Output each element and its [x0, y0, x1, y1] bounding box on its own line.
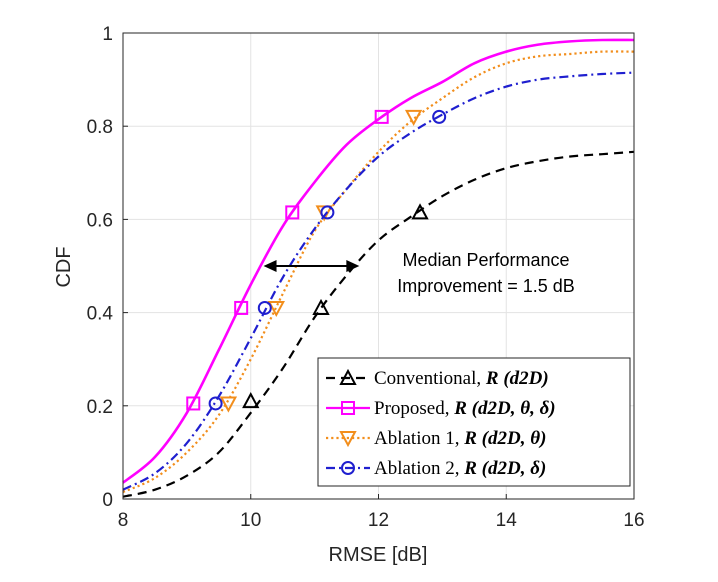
legend-item: Ablation 2, R (d2D, δ): [326, 458, 546, 479]
x-tick-label: 16: [623, 510, 644, 531]
legend-label: Ablation 2, R (d2D, δ): [374, 458, 546, 479]
legend-label-text: Conventional,: [374, 368, 486, 389]
x-tick-label: 10: [240, 510, 261, 531]
x-tick-label: 8: [118, 510, 129, 531]
marker-square: [285, 205, 300, 220]
marker-square: [374, 109, 389, 124]
legend-label-math: R (d2D, θ, δ): [453, 398, 555, 419]
marker-square: [341, 401, 355, 415]
legend-item: Conventional, R (d2D): [326, 368, 549, 389]
x-axis-label: RMSE [dB]: [329, 544, 428, 566]
legend-item: Proposed, R (d2D, θ, δ): [326, 398, 556, 419]
marker-circle: [257, 300, 272, 315]
annotation: Median Performance Improvement = 1.5 dB: [263, 250, 575, 296]
marker-triangle: [242, 392, 260, 409]
marker-inverted-triangle: [339, 431, 357, 448]
y-tick-label: 0: [102, 490, 113, 511]
legend-item: Ablation 1, R (d2D, θ): [326, 428, 546, 449]
legend-box: [317, 357, 631, 487]
marker-circle: [432, 109, 447, 124]
marker-triangle: [312, 298, 330, 315]
marker-inverted-triangle: [404, 109, 423, 126]
marker-inverted-triangle: [267, 300, 285, 318]
series-proposed: [122, 38, 635, 484]
marker-triangle: [339, 368, 357, 385]
marker-circle: [341, 461, 355, 475]
y-axis-label: CDF: [53, 246, 75, 287]
y-tick-label: 0.2: [87, 397, 113, 418]
legend-label-text: Ablation 2,: [374, 458, 464, 479]
legend-label-math: R (d2D, θ): [463, 428, 546, 449]
legend-label: Proposed, R (d2D, θ, δ): [374, 398, 556, 419]
series-ablation-2: [122, 71, 635, 491]
marker-square: [186, 396, 201, 411]
legend-label: Conventional, R (d2D): [374, 368, 549, 389]
x-tick-label: 12: [368, 510, 389, 531]
median-arrow-head-left: [263, 260, 277, 272]
series-conventional: [122, 150, 635, 498]
legend-label-math: R (d2D, δ): [463, 458, 546, 479]
marker-triangle: [411, 203, 429, 220]
median-arrow-head-right: [346, 260, 360, 272]
legend-label-text: Proposed,: [374, 398, 454, 419]
y-tick-label: 0.8: [87, 117, 113, 138]
legend-label-math: R (d2D): [485, 368, 549, 389]
y-tick-label: 0.6: [87, 210, 113, 231]
series-line: [122, 71, 635, 491]
marker-square: [234, 300, 249, 315]
series-line: [122, 150, 635, 498]
y-tick-label: 0.4: [87, 304, 114, 325]
marker-circle: [320, 205, 335, 220]
x-tick-label: 14: [496, 510, 518, 531]
axis-ticks: 8 10 12 14 16 0 0.2 0.4 0.6 0.8 1: [87, 24, 645, 531]
legend: Conventional, R (d2D) Proposed, R (d2D, θ…: [317, 357, 631, 487]
series-line: [122, 50, 635, 494]
y-tick-label: 1: [102, 24, 113, 45]
marker-inverted-triangle: [219, 396, 238, 413]
legend-label: Ablation 1, R (d2D, θ): [374, 428, 546, 449]
annotation-line-1: Median Performance: [402, 250, 569, 270]
marker-circle: [208, 396, 223, 411]
annotation-line-2: Improvement = 1.5 dB: [397, 276, 575, 296]
legend-label-text: Ablation 1,: [374, 428, 464, 449]
series-layer: [122, 38, 635, 498]
